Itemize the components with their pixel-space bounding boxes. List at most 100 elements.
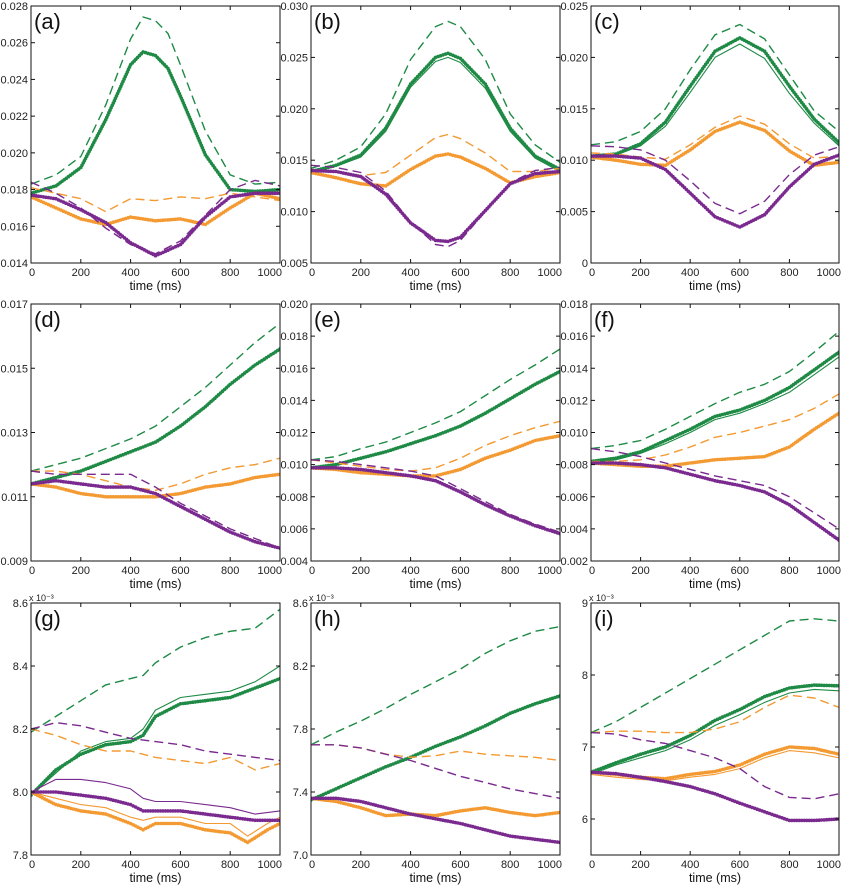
- x-tick-label: 0: [29, 267, 35, 279]
- panel-label: (b): [314, 9, 341, 34]
- data-point: [329, 796, 333, 801]
- y-tick-label: 0.015: [560, 104, 588, 116]
- y-tick-label: 0.008: [280, 492, 308, 504]
- y-tick-label: 0.016: [280, 363, 308, 375]
- series-green-markers: [31, 347, 280, 486]
- x-axis-title: time (ms): [409, 279, 461, 293]
- series-green-dashed: [31, 322, 280, 472]
- data-point: [151, 809, 155, 813]
- x-tick-label: 400: [121, 267, 139, 279]
- x-tick-label: 1000: [258, 267, 282, 279]
- y-tick-label: 0.018: [560, 299, 588, 311]
- x-tick-label: 200: [352, 859, 370, 871]
- series-green-solid: [311, 371, 560, 469]
- plot-frame: [310, 5, 561, 264]
- data-point: [802, 818, 807, 823]
- x-tick-label: 800: [501, 565, 519, 577]
- y-tick-label: 0.028: [0, 1, 28, 13]
- data-point: [273, 818, 277, 823]
- x-tick-label: 400: [401, 859, 419, 871]
- axis-exponent-label: x 10⁻³: [589, 593, 614, 603]
- x-tick-label: 200: [352, 267, 370, 279]
- y-tick-label: 7.8: [13, 850, 28, 862]
- x-tick-label: 1000: [538, 267, 562, 279]
- y-tick-label: 0.010: [560, 155, 588, 167]
- x-tick-label: 800: [221, 565, 239, 577]
- series-green-dashed: [591, 618, 839, 734]
- data-point: [126, 495, 130, 499]
- plot-frame: [590, 602, 840, 856]
- panel-a: 0 200 400 600 800 1000 0.014 0.016 0.018 0.020 0.0…: [0, 1, 282, 293]
- x-tick-label: 800: [501, 859, 519, 871]
- data-point: [151, 495, 155, 499]
- y-tick-label: 0.015: [0, 363, 28, 375]
- data-point: [253, 818, 257, 823]
- plot-frame: [590, 5, 840, 264]
- x-tick-label: 1000: [258, 565, 282, 577]
- y-tick-label: 0.004: [280, 556, 308, 568]
- y-tick-label: 0.010: [560, 428, 588, 440]
- y-tick-label: 0.014: [560, 363, 588, 375]
- data-point: [166, 809, 170, 813]
- y-tick-label: 0.005: [560, 207, 588, 219]
- data-point: [113, 495, 118, 499]
- data-point: [268, 818, 272, 823]
- y-tick-label: 0.013: [0, 428, 28, 440]
- y-tick-label: 0.009: [0, 556, 28, 568]
- series-purple-dashed: [591, 447, 839, 530]
- x-axis-title: time (ms): [129, 577, 181, 591]
- series-orange-dashed: [591, 694, 839, 734]
- series-green-solid: [591, 43, 839, 158]
- data-point: [173, 809, 178, 813]
- data-point: [146, 809, 150, 813]
- x-tick-label: 400: [121, 859, 139, 871]
- panel-b: 0 200 400 600 800 1000 0.005 0.010 0.015 0.020 0.0…: [280, 1, 562, 293]
- data-point: [326, 466, 331, 470]
- data-point: [111, 485, 115, 489]
- x-axis-title: time (ms): [129, 279, 181, 293]
- y-tick-label: 0.006: [560, 492, 588, 504]
- data-point: [324, 796, 328, 801]
- data-point: [156, 809, 160, 813]
- series-green-solid: [31, 348, 280, 485]
- data-point: [275, 818, 280, 823]
- data-point: [807, 818, 811, 823]
- y-tick-label: 0.017: [0, 299, 28, 311]
- series-green-markers: [591, 683, 839, 774]
- data-point: [44, 790, 48, 794]
- series-orange-solid: [31, 791, 280, 837]
- series-purple-dashed: [591, 145, 839, 215]
- panel-label: (e): [314, 307, 341, 332]
- series-green-solid: [31, 665, 280, 796]
- data-point: [161, 809, 165, 813]
- x-tick-label: 600: [171, 565, 189, 577]
- series-purple-dashed: [311, 744, 560, 799]
- x-tick-label: 600: [731, 565, 749, 577]
- series-green-markers: [591, 36, 839, 158]
- data-point: [260, 191, 265, 195]
- data-point: [253, 191, 257, 195]
- panel-i: 0 200 400 600 800 1000 6 7 8 9 x 10⁻³ time (ms) (i): [582, 593, 841, 885]
- data-point: [258, 191, 262, 195]
- series-purple-dashed: [31, 470, 280, 549]
- data-point: [131, 495, 135, 499]
- data-point: [331, 466, 336, 470]
- y-tick-label: 0.008: [560, 460, 588, 472]
- series-purple-markers: [311, 796, 560, 845]
- data-point: [329, 466, 333, 470]
- series-orange-markers: [31, 790, 280, 845]
- data-point: [138, 495, 143, 499]
- x-tick-label: 0: [29, 565, 35, 577]
- y-tick-label: 7.0: [293, 850, 308, 862]
- panel-c: 0 200 400 600 800 1000 0 0.005 0.010 0.015 0.020 0.…: [560, 1, 841, 293]
- series-purple-dashed: [591, 731, 839, 800]
- series-green-markers: [31, 676, 280, 797]
- data-point: [121, 485, 125, 489]
- data-point: [331, 796, 336, 801]
- series-purple-markers: [591, 461, 839, 542]
- x-axis-title: time (ms): [689, 279, 741, 293]
- data-point: [609, 461, 613, 465]
- series-orange-dashed: [31, 728, 280, 771]
- y-tick-label: 0.014: [0, 258, 28, 270]
- y-tick-label: 8.2: [13, 724, 28, 736]
